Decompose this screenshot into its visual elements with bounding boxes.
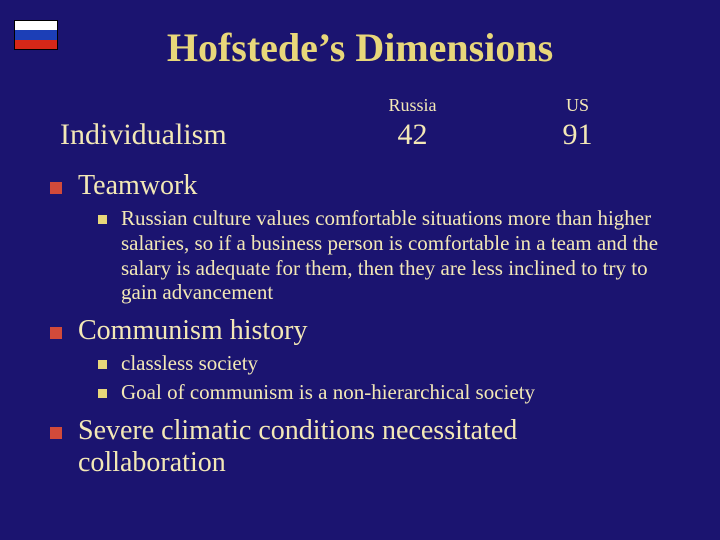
flag-stripe-blue (15, 30, 57, 39)
square-bullet-icon (98, 215, 107, 224)
square-bullet-icon (50, 327, 62, 339)
bullet-list: Teamwork Russian culture values comforta… (50, 170, 670, 479)
cell-us-val: 91 (495, 118, 660, 152)
slide-title: Hofstede’s Dimensions (0, 0, 720, 71)
sub-bullet-text: Russian culture values comfortable situa… (121, 206, 670, 305)
sub-bullet: classless society (98, 351, 670, 376)
flag-stripe-white (15, 21, 57, 30)
bullet-teamwork-label: Teamwork (78, 170, 197, 202)
sub-bullet: Russian culture values comfortable situa… (98, 206, 670, 305)
table-spacer (60, 95, 330, 116)
flag-stripe-red (15, 40, 57, 49)
sub-bullet-text: classless society (121, 351, 258, 376)
dimension-table: Russia US Individualism 42 91 (60, 95, 660, 152)
bullet-climate: Severe climatic conditions necessitated … (50, 415, 670, 479)
col-header-russia: Russia (330, 95, 495, 116)
square-bullet-icon (50, 427, 62, 439)
bullet-communism: Communism history (50, 315, 670, 347)
bullet-communism-label: Communism history (78, 315, 307, 347)
sub-bullet-text: Goal of communism is a non-hierarchical … (121, 380, 535, 405)
bullet-climate-label: Severe climatic conditions necessitated … (78, 415, 670, 479)
square-bullet-icon (50, 182, 62, 194)
square-bullet-icon (98, 360, 107, 369)
sub-bullet: Goal of communism is a non-hierarchical … (98, 380, 670, 405)
bullet-teamwork: Teamwork (50, 170, 670, 202)
russia-flag-icon (14, 20, 58, 50)
row-label-individualism: Individualism (60, 118, 330, 152)
cell-russia-val: 42 (330, 118, 495, 152)
square-bullet-icon (98, 389, 107, 398)
col-header-us: US (495, 95, 660, 116)
